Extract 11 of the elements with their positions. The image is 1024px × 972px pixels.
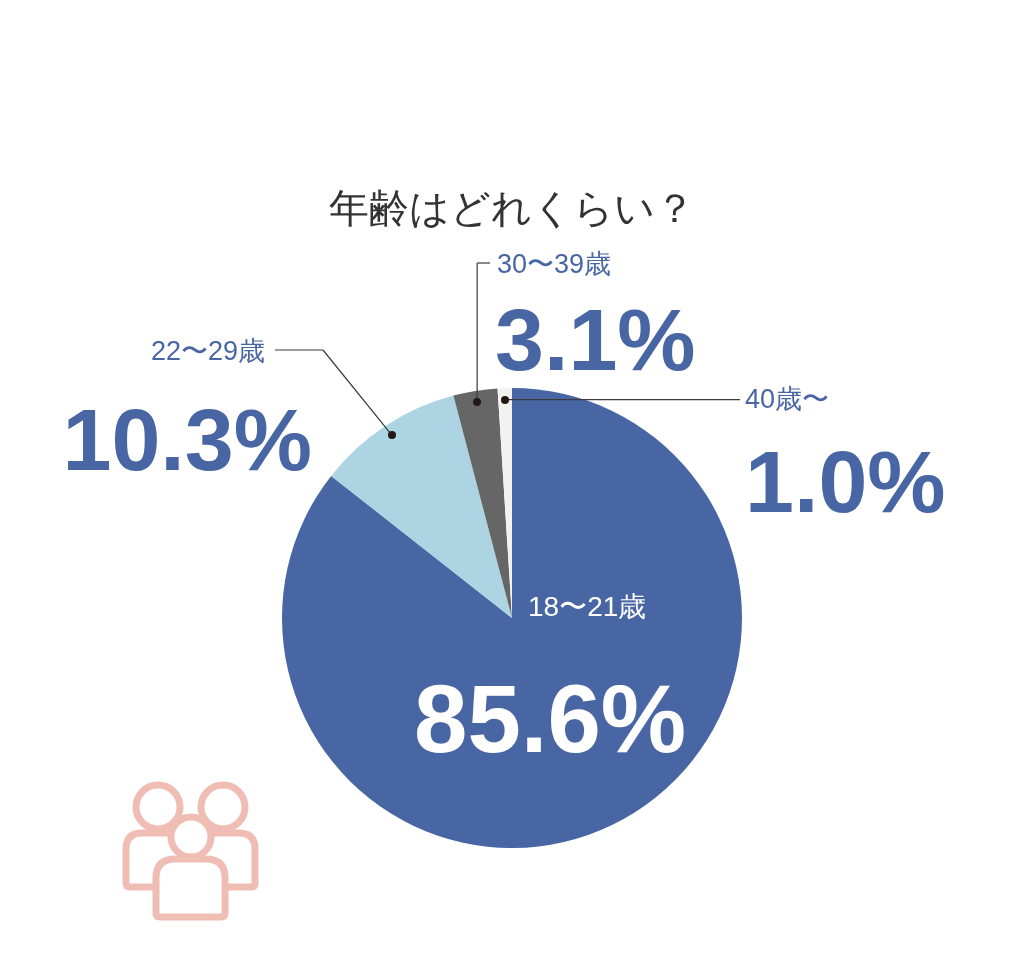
slice-label: 18〜21歳 xyxy=(528,591,647,622)
data-label: 3.1% xyxy=(495,290,696,389)
pie-slice xyxy=(331,395,512,618)
slice-label: 22〜29歳 xyxy=(150,336,265,366)
data-label: 1.0% xyxy=(745,432,946,531)
slice-label: 30〜39歳 xyxy=(497,249,612,279)
chart-title: 年齢はどれくらい？ xyxy=(329,186,695,230)
data-label: 10.3% xyxy=(62,390,312,489)
slice-label: 40歳〜 xyxy=(745,384,830,414)
data-label: 85.6% xyxy=(414,665,687,772)
pie-slice xyxy=(453,388,512,618)
